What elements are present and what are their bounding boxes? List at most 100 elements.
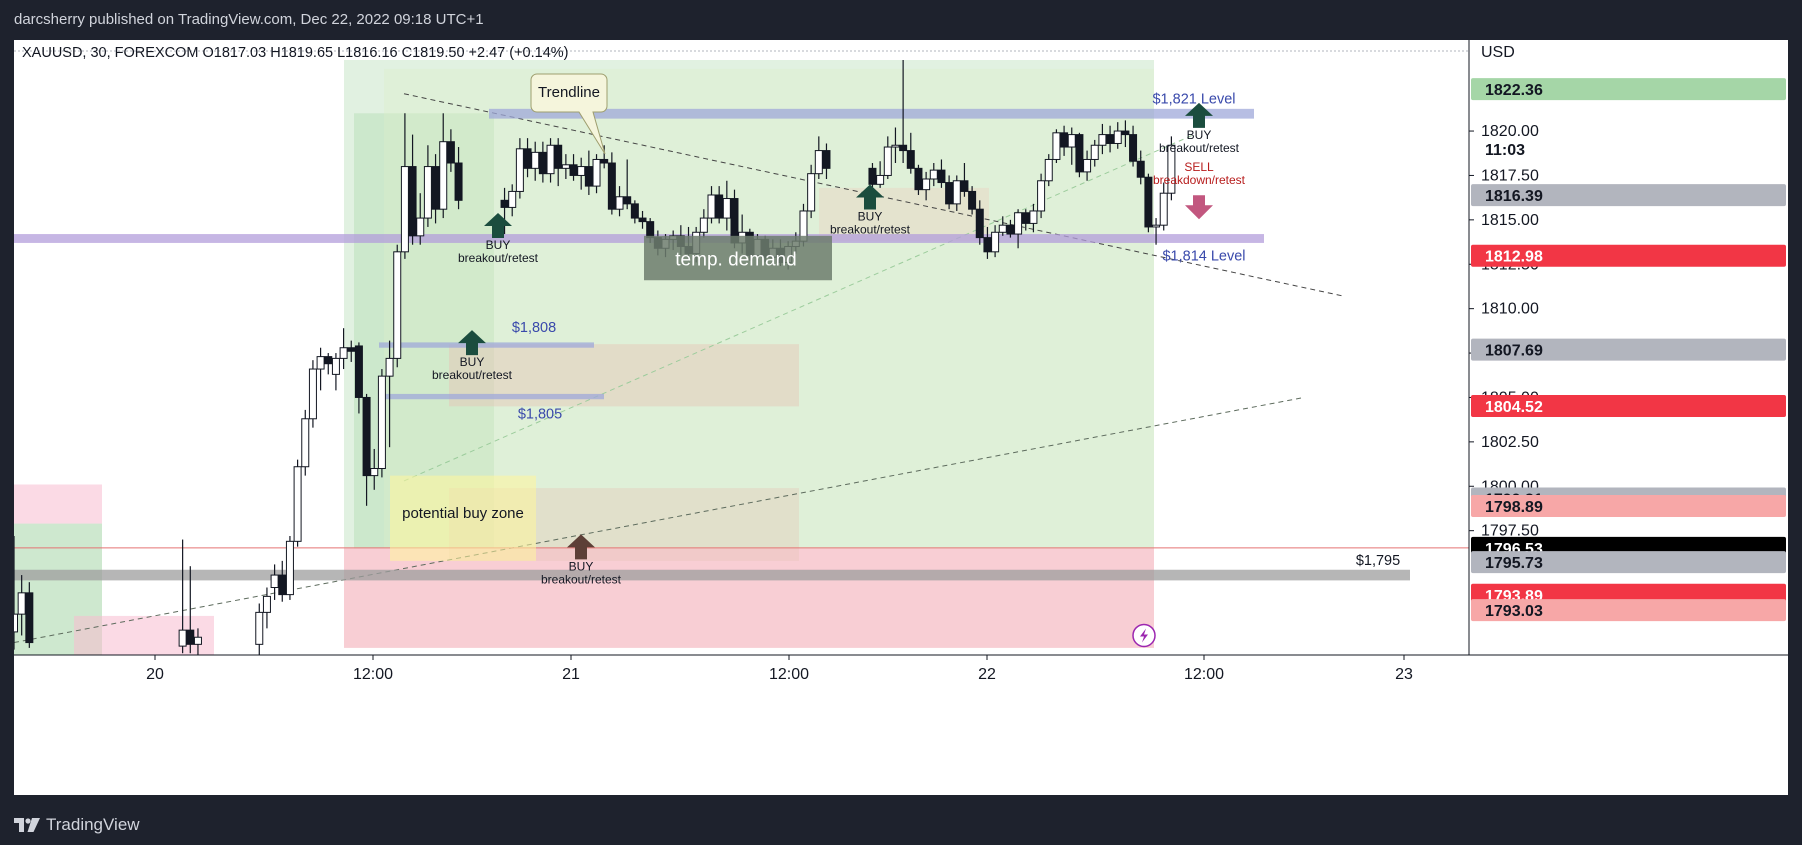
candle[interactable] xyxy=(1152,218,1161,245)
candle[interactable] xyxy=(423,145,432,227)
candle[interactable] xyxy=(454,147,463,210)
temp-demand-box[interactable]: temp. demand xyxy=(644,235,832,281)
candle[interactable] xyxy=(262,587,271,629)
candle[interactable] xyxy=(278,560,287,602)
candle[interactable] xyxy=(1106,125,1115,153)
candle[interactable] xyxy=(538,141,547,183)
candle[interactable] xyxy=(600,145,609,169)
candle[interactable] xyxy=(929,163,938,187)
candle[interactable] xyxy=(1083,150,1092,181)
candle[interactable] xyxy=(500,187,509,235)
candle[interactable] xyxy=(1159,182,1168,231)
candle[interactable] xyxy=(868,163,877,192)
candle[interactable] xyxy=(408,134,417,245)
candle[interactable] xyxy=(178,539,187,654)
candle[interactable] xyxy=(906,132,915,174)
candle[interactable] xyxy=(316,347,325,391)
candle[interactable] xyxy=(554,138,563,187)
tradingview-logo[interactable]: TradingView xyxy=(14,815,140,835)
candle[interactable] xyxy=(301,409,310,476)
candle[interactable] xyxy=(1006,219,1015,238)
candle[interactable] xyxy=(960,163,969,197)
candle[interactable] xyxy=(991,225,1000,258)
price-marker[interactable]: 1822.36 xyxy=(1471,78,1786,101)
candle[interactable] xyxy=(17,575,26,636)
candle[interactable] xyxy=(1113,122,1122,149)
candle[interactable] xyxy=(1129,125,1138,167)
candle[interactable] xyxy=(975,200,984,245)
candle[interactable] xyxy=(630,200,639,224)
candle[interactable] xyxy=(1136,150,1145,185)
candle[interactable] xyxy=(1021,209,1030,231)
candle[interactable] xyxy=(937,159,946,188)
candle[interactable] xyxy=(1075,132,1084,178)
candle[interactable] xyxy=(807,164,816,219)
candle[interactable] xyxy=(354,342,363,414)
candle[interactable] xyxy=(339,328,348,370)
price-marker[interactable]: 1807.69 xyxy=(1471,338,1786,361)
candle[interactable] xyxy=(308,360,317,428)
candle[interactable] xyxy=(508,184,517,217)
candle[interactable] xyxy=(891,127,900,164)
candle[interactable] xyxy=(331,353,340,391)
candle[interactable] xyxy=(899,60,908,164)
candle[interactable] xyxy=(1090,139,1099,167)
candle[interactable] xyxy=(876,161,885,188)
candle[interactable] xyxy=(1098,123,1107,155)
candle[interactable] xyxy=(1067,127,1076,165)
trendline-callout[interactable]: Trendline xyxy=(530,73,608,155)
candle[interactable] xyxy=(531,141,540,181)
candle[interactable] xyxy=(393,244,402,368)
price-marker[interactable]: 1812.98 xyxy=(1471,244,1786,267)
candle[interactable] xyxy=(1052,129,1061,164)
price-marker[interactable]: 1816.39 xyxy=(1471,184,1786,207)
candle[interactable] xyxy=(707,186,716,224)
candle[interactable] xyxy=(638,210,647,229)
candle[interactable] xyxy=(968,186,977,215)
candle[interactable] xyxy=(715,186,724,224)
candle[interactable] xyxy=(439,113,448,219)
candle[interactable] xyxy=(431,154,440,224)
price-chart[interactable]: $1,821 Level $1,814 Level $1,808 $1,805 $1,7… xyxy=(14,40,1788,795)
candle[interactable] xyxy=(623,159,632,210)
candle[interactable] xyxy=(446,129,455,172)
candle[interactable] xyxy=(14,536,18,650)
candle[interactable] xyxy=(952,175,961,211)
chart-panel[interactable]: $1,821 Level $1,814 Level $1,808 $1,805 $1,7… xyxy=(14,40,1788,795)
candle[interactable] xyxy=(1060,125,1069,156)
price-marker[interactable]: 1798.89 xyxy=(1471,494,1786,517)
potential-buy-zone[interactable]: potential buy zone xyxy=(390,475,536,561)
candle[interactable] xyxy=(998,216,1007,236)
candle[interactable] xyxy=(577,157,586,190)
candle[interactable] xyxy=(25,582,34,648)
price-marker[interactable]: 1804.52 xyxy=(1471,394,1786,417)
candle[interactable] xyxy=(922,171,931,201)
candle[interactable] xyxy=(186,566,195,654)
price-marker[interactable]: 1793.03 xyxy=(1471,599,1786,622)
candle[interactable] xyxy=(1167,136,1176,201)
candle[interactable] xyxy=(1044,154,1053,187)
candle[interactable] xyxy=(607,152,616,215)
candle[interactable] xyxy=(285,536,294,600)
candle[interactable] xyxy=(515,138,524,199)
candle[interactable] xyxy=(814,136,823,179)
candle[interactable] xyxy=(699,209,708,238)
candle[interactable] xyxy=(362,393,371,506)
candle[interactable] xyxy=(1037,173,1046,219)
candle[interactable] xyxy=(561,154,570,179)
candle[interactable] xyxy=(1014,209,1023,249)
candle[interactable] xyxy=(584,150,593,195)
candle[interactable] xyxy=(722,180,731,231)
candle[interactable] xyxy=(416,193,425,245)
price-marker[interactable]: 11:03 xyxy=(1471,137,1786,160)
candle[interactable] xyxy=(1121,120,1130,148)
candle[interactable] xyxy=(324,353,333,375)
candle[interactable] xyxy=(1144,173,1153,233)
candle[interactable] xyxy=(193,628,202,657)
candle[interactable] xyxy=(914,164,923,195)
